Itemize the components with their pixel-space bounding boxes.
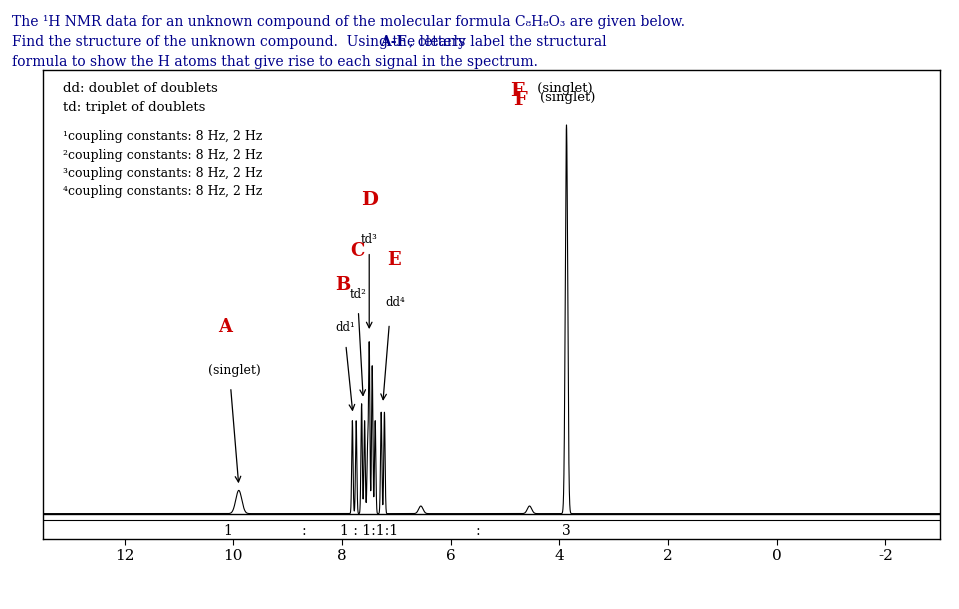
- Text: A: A: [219, 318, 232, 336]
- Text: 3: 3: [562, 524, 571, 538]
- Text: (singlet): (singlet): [208, 364, 261, 376]
- Text: dd: doublet of doublets: dd: doublet of doublets: [63, 82, 218, 95]
- Text: (singlet): (singlet): [533, 82, 593, 95]
- Text: D: D: [361, 191, 378, 209]
- Text: ⁴coupling constants: 8 Hz, 2 Hz: ⁴coupling constants: 8 Hz, 2 Hz: [63, 185, 262, 199]
- Text: ²coupling constants: 8 Hz, 2 Hz: ²coupling constants: 8 Hz, 2 Hz: [63, 149, 262, 162]
- Text: E: E: [386, 250, 401, 269]
- Text: dd⁴: dd⁴: [385, 296, 405, 309]
- Text: F: F: [510, 82, 525, 100]
- Text: , clearly label the structural: , clearly label the structural: [409, 35, 606, 49]
- Text: formula to show the H atoms that give rise to each signal in the spectrum.: formula to show the H atoms that give ri…: [12, 55, 537, 69]
- Text: The ¹H NMR data for an unknown compound of the molecular formula C₈H₈O₃ are give: The ¹H NMR data for an unknown compound …: [12, 15, 685, 29]
- Text: td²: td²: [350, 287, 366, 301]
- Text: ¹coupling constants: 8 Hz, 2 Hz: ¹coupling constants: 8 Hz, 2 Hz: [63, 130, 262, 143]
- Text: 1 : 1:1:1: 1 : 1:1:1: [340, 524, 398, 538]
- Text: C: C: [350, 242, 364, 260]
- Text: td: triplet of doublets: td: triplet of doublets: [63, 100, 205, 113]
- Text: F: F: [513, 91, 527, 109]
- Text: ³coupling constants: 8 Hz, 2 Hz: ³coupling constants: 8 Hz, 2 Hz: [63, 167, 262, 180]
- Text: (singlet): (singlet): [541, 91, 596, 104]
- Text: td³: td³: [361, 233, 378, 245]
- Text: :: :: [476, 524, 480, 538]
- Text: Find the structure of the unknown compound.  Using the letters: Find the structure of the unknown compou…: [12, 35, 469, 49]
- Text: B: B: [335, 276, 350, 294]
- Text: dd¹: dd¹: [335, 322, 355, 334]
- Text: 1: 1: [223, 524, 232, 538]
- Text: :: :: [302, 524, 306, 538]
- Text: A-F: A-F: [380, 35, 407, 49]
